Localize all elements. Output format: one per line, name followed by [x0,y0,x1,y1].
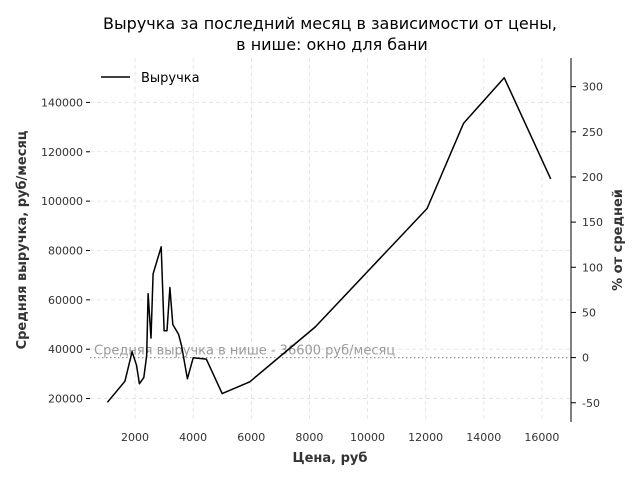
y2-axis-ticks: -50 0 50 100 150 200 250 300 [571,81,603,410]
y-axis-ticks: 20000 40000 60000 80000 100000 120000 140000 [41,96,90,406]
x-tick-label: 4000 [179,431,207,444]
legend-label: Выручка [141,71,200,86]
y-tick-label: 120000 [41,146,83,159]
x-tick-label: 2000 [121,431,149,444]
y-tick-label: 100000 [41,195,83,208]
average-revenue-annotation: Средняя выручка в нише - 36600 руб/месяц [94,344,395,359]
y2-tick-label: 0 [582,352,589,365]
y2-tick-label: 300 [582,81,603,94]
x-tick-label: 10000 [350,431,385,444]
y2-tick-label: 50 [582,306,596,319]
grid [90,58,571,422]
x-tick-label: 6000 [237,431,265,444]
y2-tick-label: 250 [582,126,603,139]
x-tick-label: 12000 [408,431,443,444]
x-tick-label: 8000 [295,431,323,444]
series-line-revenue [106,76,552,403]
x-tick-label: 14000 [466,431,501,444]
y2-tick-label: 150 [582,216,603,229]
y2-axis-label: % от средней [611,189,626,291]
x-tick-label: 16000 [524,431,559,444]
x-axis-label: Цена, руб [293,451,368,466]
series-layer [106,76,552,403]
y-tick-label: 80000 [48,244,83,257]
y2-tick-label: 100 [582,261,603,274]
y-tick-label: 140000 [41,96,83,109]
y-axis-label: Средняя выручка, руб/месяц [15,130,30,349]
x-axis-ticks: 2000 4000 6000 8000 10000 12000 14000 16000 [121,431,559,444]
chart-title-line-1: Выручка за последний месяц в зависимости… [103,14,557,33]
legend: Выручка [101,71,200,86]
y2-tick-label: 200 [582,171,603,184]
y-tick-label: 60000 [48,294,83,307]
y2-tick-label: -50 [582,397,600,410]
chart-title-line-2: в нише: окно для бани [236,35,428,54]
y-tick-label: 20000 [48,393,83,406]
y-tick-label: 40000 [48,343,83,356]
average-line-group: Средняя выручка в нише - 36600 руб/месяц [90,344,571,359]
